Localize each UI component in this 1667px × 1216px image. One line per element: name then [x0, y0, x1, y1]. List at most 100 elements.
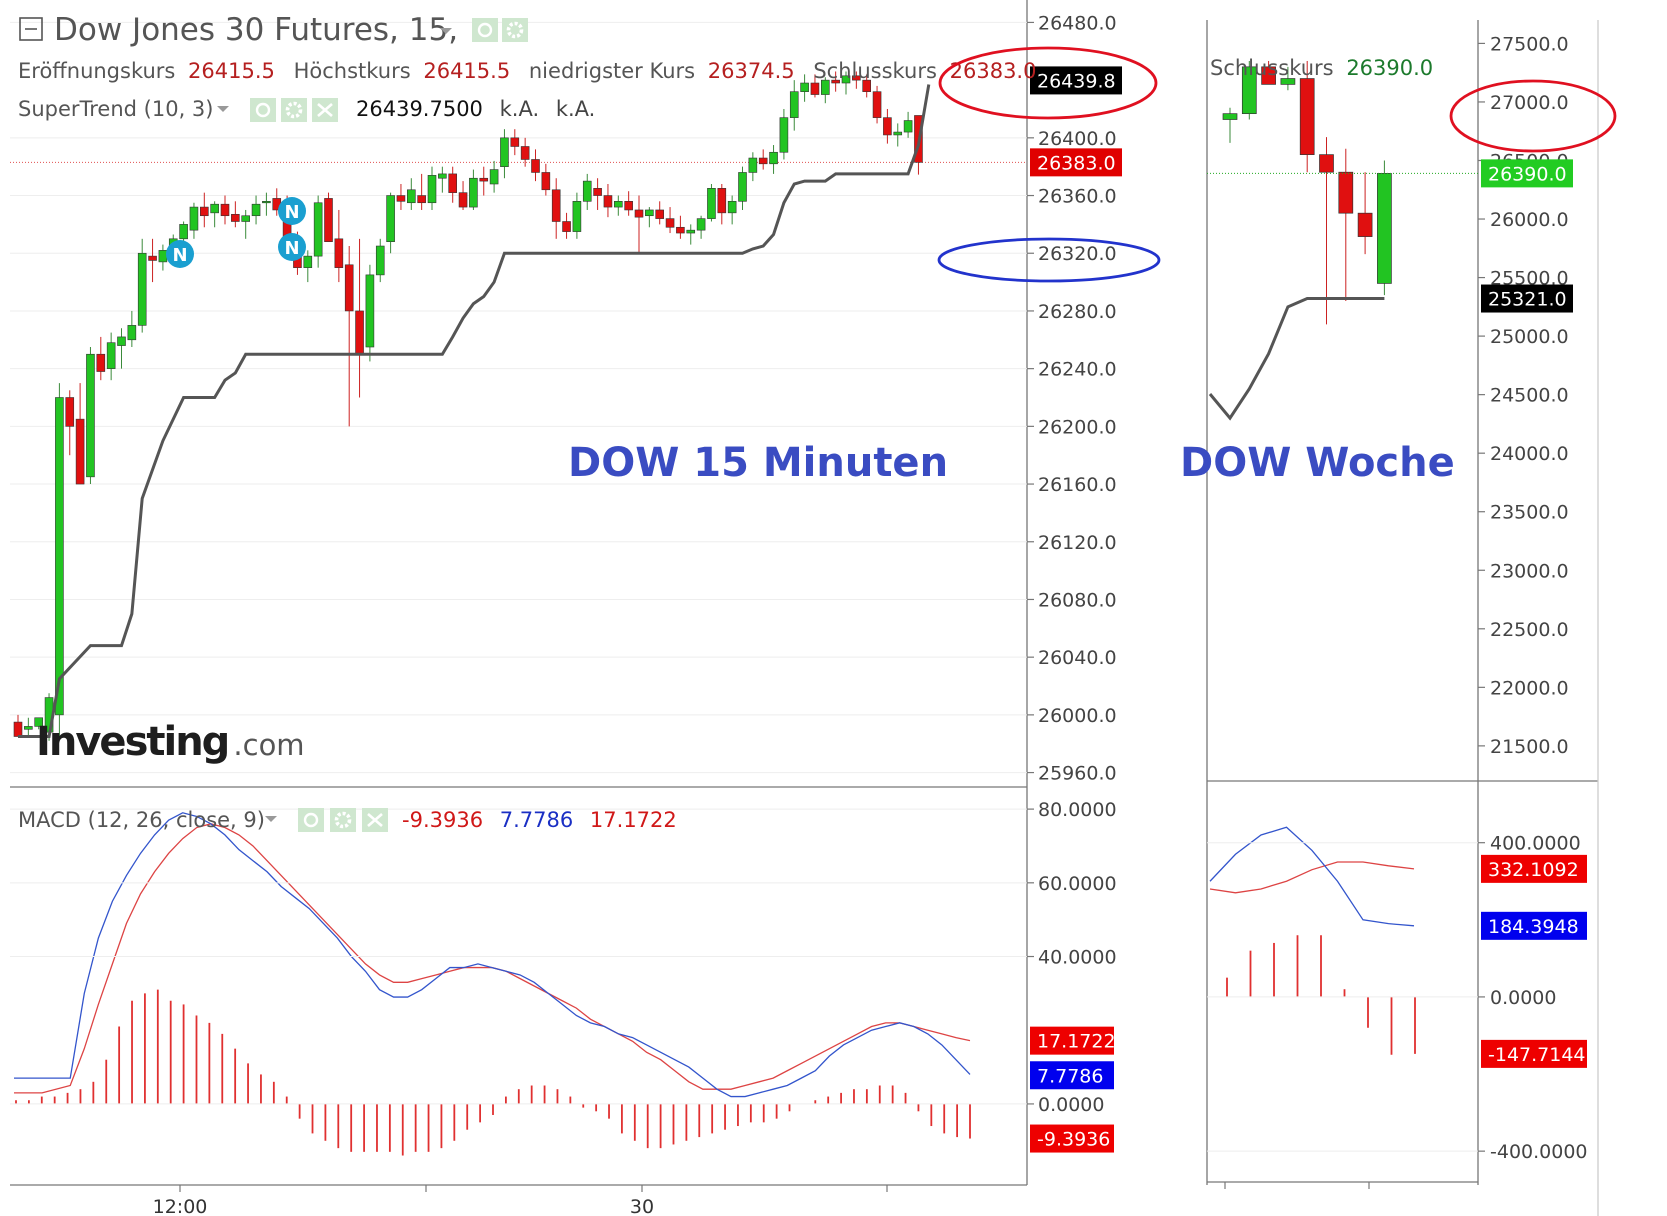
y-tick-label: 26360.0 — [1038, 186, 1117, 208]
investing-watermark: Investing .com — [36, 719, 305, 765]
candle-body — [158, 250, 168, 263]
candle-body — [820, 79, 830, 95]
candle-body — [210, 203, 219, 214]
news-marker-label: N — [284, 238, 299, 259]
indicator-icons[interactable] — [250, 98, 338, 122]
candle-body — [55, 397, 64, 716]
candle-body — [365, 274, 375, 348]
news-marker[interactable] — [166, 240, 194, 268]
candle-body — [603, 195, 613, 208]
candle-body — [417, 195, 426, 204]
candle-body — [520, 146, 530, 160]
y-tick-label: 26480.0 — [1038, 12, 1117, 34]
y-tick-label: 22500.0 — [1490, 619, 1569, 641]
gear-icon[interactable] — [502, 18, 528, 42]
candle-body — [179, 224, 188, 240]
y-tick-label: 26000.0 — [1038, 705, 1117, 727]
y-tick-label: 26240.0 — [1038, 359, 1117, 381]
candle-body — [479, 177, 489, 182]
week-macd-lines — [1209, 826, 1415, 927]
candle-body — [655, 209, 665, 219]
price-label: 25321.0 — [1488, 289, 1567, 311]
y-tick-label: 21500.0 — [1490, 736, 1569, 758]
candle-body — [707, 188, 716, 219]
candle-body — [489, 169, 499, 185]
news-marker[interactable] — [278, 197, 306, 225]
x-tick-label: 12:00 — [153, 1196, 208, 1216]
main-price-labels: 26439.8 26383.0 — [1030, 66, 1122, 177]
indicator-value: 26439.7500 — [356, 97, 483, 121]
candle-body — [593, 188, 602, 196]
candle-body — [96, 353, 106, 372]
macd-line — [1209, 826, 1415, 927]
instrument-title: Dow Jones 30 Futures, 15, — [54, 12, 458, 48]
candle-body — [872, 91, 882, 118]
price-label: 26383.0 — [1037, 152, 1116, 174]
macd-values: -9.3936 7.7786 17.1722 — [402, 808, 677, 832]
week-macd-histogram — [1226, 935, 1416, 1055]
candle-body — [831, 79, 840, 84]
highlight-ellipse-red-week — [1449, 79, 1617, 153]
candle-body — [200, 206, 209, 217]
week-supertrend — [1208, 297, 1385, 421]
macd-signal-value: 17.1722 — [590, 808, 677, 832]
week-candles — [1222, 60, 1392, 325]
y-tick-label: 26320.0 — [1038, 243, 1117, 265]
candle-body — [75, 418, 85, 485]
chevron-down-icon[interactable] — [440, 28, 452, 34]
y-tick-label: 80.0000 — [1038, 799, 1117, 821]
y-tick-label: 23000.0 — [1490, 560, 1569, 582]
candle-body — [189, 206, 199, 231]
gear-icon[interactable] — [330, 808, 356, 832]
value-label: -9.3936 — [1037, 1129, 1110, 1151]
indicator-na-2: k.A. — [556, 97, 596, 121]
candle-body — [893, 131, 903, 136]
news-markers: N N N — [166, 197, 306, 268]
eye-icon[interactable] — [472, 18, 498, 42]
news-marker[interactable] — [278, 233, 306, 261]
eye-icon[interactable] — [298, 808, 324, 832]
candle-body — [800, 82, 809, 92]
candle-body — [551, 189, 561, 222]
candle-body — [758, 157, 768, 165]
candle-body — [613, 201, 623, 208]
week-close-value: 26390.0 — [1346, 56, 1433, 80]
signal-line — [1209, 861, 1415, 894]
candle-body — [448, 173, 458, 193]
gear-icon[interactable] — [281, 98, 307, 122]
eye-icon[interactable] — [250, 98, 276, 122]
main-y-ticks: 26480.0 26400.0 26360.0 26320.0 26280.0 26240… — [1027, 12, 1117, 785]
macd-lines — [14, 812, 971, 1098]
news-marker-label: N — [284, 202, 299, 223]
indicator-na-1: k.A. — [500, 97, 540, 121]
candle-body — [634, 209, 644, 218]
value-label: -147.7144 — [1488, 1044, 1586, 1066]
candle-body — [1357, 212, 1373, 237]
macd-hist-value: -9.3936 — [402, 808, 483, 832]
price-label-box — [1481, 284, 1573, 313]
candle-body — [852, 75, 861, 81]
value-label: 332.1092 — [1488, 859, 1579, 881]
chevron-down-icon[interactable] — [265, 816, 277, 822]
y-tick-label: 40.0000 — [1038, 947, 1117, 969]
y-tick-label: 26040.0 — [1038, 647, 1117, 669]
price-label-box — [1030, 66, 1122, 95]
y-tick-label: 60.0000 — [1038, 873, 1117, 895]
main-gridlines — [10, 21, 1027, 774]
candle-body — [427, 175, 437, 204]
candle-body — [355, 310, 364, 355]
y-tick-label: 27500.0 — [1490, 33, 1569, 55]
watermark-main: Investing — [36, 719, 228, 765]
candle-body — [148, 255, 157, 261]
y-tick-label: 26400.0 — [1038, 128, 1117, 150]
candle-body — [24, 726, 33, 730]
chevron-down-icon[interactable] — [217, 106, 229, 112]
candle-body — [13, 721, 23, 737]
value-label-box — [1030, 1026, 1114, 1055]
macd-label: MACD (12, 26, close, 9) — [18, 808, 265, 832]
candle-body — [1241, 66, 1257, 115]
collapse-icon[interactable] — [19, 17, 43, 41]
settings-icons[interactable] — [472, 18, 528, 42]
candle-body — [572, 201, 582, 232]
